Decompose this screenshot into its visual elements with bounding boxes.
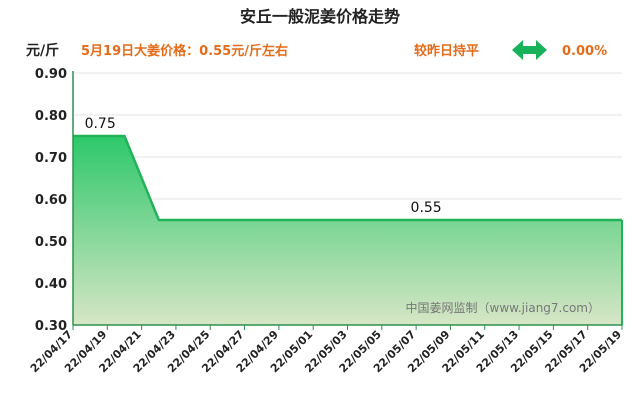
compare-value: 0.00%: [562, 44, 607, 59]
price-area: [73, 134, 623, 325]
watermark: 中国姜网监制（www.jiang7.com）: [406, 300, 600, 315]
price-line: [73, 134, 622, 222]
y-axis-ticks: 0.30 0.40 0.50 0.60 0.70 0.80 0.90: [35, 67, 67, 334]
y-tick-label: 0.50: [35, 235, 67, 250]
data-label: 0.75: [85, 116, 116, 132]
unit-label: 元/斤: [26, 42, 59, 59]
price-summary: 5月19日大姜价格：0.55元/斤左右: [81, 43, 288, 59]
y-tick-label: 0.70: [35, 151, 67, 166]
data-labels: 0.75 0.55: [85, 116, 442, 216]
area-fill: [73, 136, 622, 325]
y-tick-label: 0.40: [35, 277, 67, 292]
y-tick-label: 0.60: [35, 193, 67, 208]
y-tick-label: 0.90: [35, 67, 67, 82]
double-arrow-icon: [512, 40, 547, 60]
x-axis-ticks: 22/04/1722/04/1922/04/2122/04/2322/04/25…: [28, 325, 624, 375]
chart-title: 安丘一般泥姜价格走势: [240, 7, 400, 26]
data-label: 0.55: [411, 200, 442, 216]
y-tick-label: 0.30: [35, 319, 67, 334]
compare-label: 较昨日持平: [414, 43, 479, 59]
y-tick-label: 0.80: [35, 109, 67, 124]
